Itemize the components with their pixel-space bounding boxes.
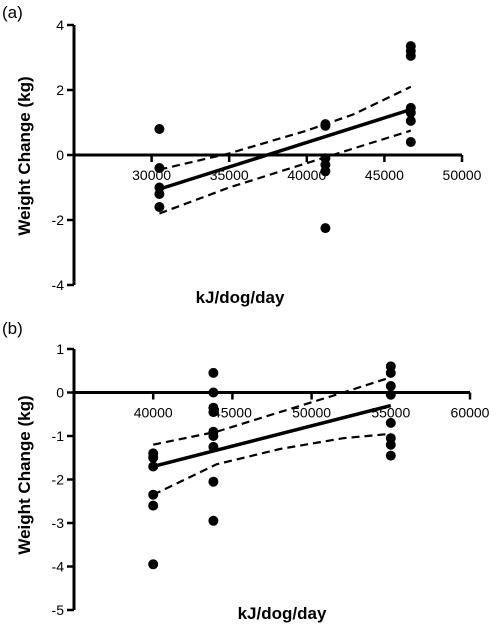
chart-0-data-point (154, 189, 165, 199)
chart-1-y-tick-label: -4 (52, 559, 65, 575)
chart-1-data-point (208, 407, 219, 418)
chart-0-x-tick-label: 35000 (210, 167, 249, 183)
chart-1-data-point (208, 387, 219, 398)
y-axis-title-b: Weight Change (kg) (15, 395, 34, 554)
chart-1-data-point (208, 441, 219, 452)
chart-1-data-point (385, 417, 396, 428)
chart-0-data-point (154, 202, 165, 212)
chart-1-data-point (385, 367, 396, 378)
chart-1-y-tick-label: 0 (56, 385, 64, 401)
chart-0-ci-lower-line (159, 129, 412, 215)
chart-1-x-tick-label: 40000 (134, 405, 173, 421)
chart-0-y-tick-label: -2 (52, 212, 65, 228)
chart-0-data-point (320, 223, 331, 234)
chart-0-data-point (320, 120, 331, 131)
chart-0-y-tick-label: 0 (56, 147, 64, 163)
chart-0-data-point (405, 50, 416, 61)
chart-1-data-point (148, 500, 159, 511)
chart-0-y-tick-label: 2 (56, 82, 64, 98)
panel-label-a: (a) (2, 3, 23, 22)
panel-label-b: (b) (2, 319, 23, 338)
chart-1-data-point (208, 515, 219, 526)
chart-1-ci-upper-line (152, 376, 392, 446)
chart-0-y-tick-label: -4 (52, 277, 65, 293)
chart-0-ci-upper-line (159, 85, 412, 171)
y-axis-title-a: Weight Change (kg) (15, 76, 34, 235)
chart-0-data-point (154, 124, 165, 134)
chart-1-data-point (148, 559, 159, 570)
chart-panel-a: (a) kJ/dog/day Weight Change (kg) -4 -2 0 2… (2, 3, 482, 307)
chart-1-data-point (148, 461, 159, 472)
chart-1-data-point (148, 489, 159, 500)
chart-1-regression-line (152, 403, 392, 469)
x-axis-title-a: kJ/dog/day (196, 288, 285, 307)
chart-1-x-tick-label: 60000 (451, 405, 490, 421)
chart-1-y-tick-label: 1 (56, 341, 64, 357)
chart-0-y-tick-label: 4 (56, 17, 64, 33)
chart-1-data-point (208, 367, 219, 378)
chart-1-x-tick-label: 45000 (213, 405, 252, 421)
chart-1-y-tick-label: -3 (52, 515, 65, 531)
chart-1-data-point (208, 431, 219, 441)
chart-1-data-point (385, 389, 396, 400)
chart-0-x-tick-label: 40000 (287, 167, 326, 183)
chart-0-x-tick-label: 45000 (365, 167, 404, 183)
chart-0-data-point (405, 137, 416, 147)
chart-0-data-point (320, 166, 331, 177)
chart-1-y-tick-label: -1 (52, 428, 65, 444)
chart-0-data-point (405, 115, 416, 126)
chart-panel-b: (b) kJ/dog/day Weight Change (kg) -5 -4 -3… (2, 319, 490, 623)
chart-0-x-tick-label: 30000 (132, 167, 171, 183)
chart-1-y-tick-label: -2 (52, 472, 65, 488)
x-axis-title-b: kJ/dog/day (238, 604, 327, 623)
chart-0-data-point (405, 107, 416, 118)
chart-1-data-point (148, 452, 159, 463)
chart-1-y-tick-label: -5 (52, 602, 65, 618)
chart-1-data-point (385, 381, 396, 391)
chart-0-regression-line (158, 107, 412, 191)
chart-1-data-point (385, 450, 396, 461)
chart-0-x-tick-label: 50000 (443, 167, 482, 183)
chart-1-x-tick-label: 50000 (292, 405, 331, 421)
chart-1-data-point (385, 439, 396, 450)
chart-0-data-point (154, 163, 165, 173)
chart-1-ci-lower-line (152, 432, 391, 496)
chart-1-data-point (208, 476, 219, 487)
